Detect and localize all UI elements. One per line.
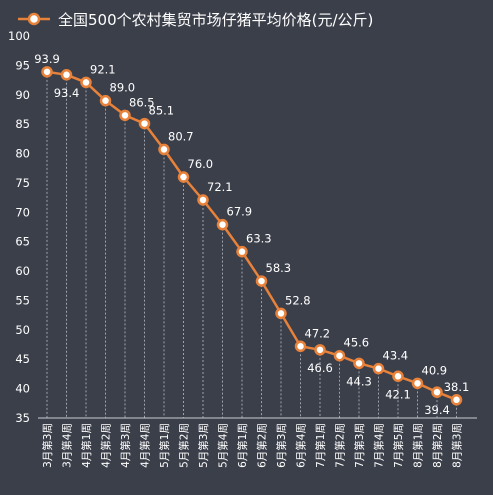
x-tick-label: 6月第1周 bbox=[236, 423, 249, 468]
data-label: 85.1 bbox=[149, 104, 175, 118]
x-tick-label: 4月第2周 bbox=[100, 423, 113, 468]
data-point bbox=[294, 340, 307, 353]
data-point bbox=[138, 117, 151, 130]
y-tick-label: 45 bbox=[15, 352, 30, 366]
data-label: 67.9 bbox=[227, 205, 253, 219]
data-label: 44.3 bbox=[346, 374, 372, 388]
data-label: 92.1 bbox=[90, 62, 116, 76]
data-label: 80.7 bbox=[168, 129, 194, 143]
y-tick-label: 40 bbox=[15, 382, 30, 396]
series-line bbox=[46, 70, 457, 401]
data-point bbox=[353, 357, 365, 370]
x-tick-label: 3月第3周 bbox=[41, 423, 54, 468]
data-label: 40.9 bbox=[422, 363, 448, 377]
data-point bbox=[60, 69, 73, 81]
data-label: 89.0 bbox=[110, 81, 136, 95]
y-tick-label: 35 bbox=[15, 411, 30, 425]
data-point bbox=[392, 370, 404, 383]
x-tick-label: 7月第3周 bbox=[353, 423, 366, 468]
x-tick-label: 7月第4周 bbox=[373, 423, 386, 468]
y-tick-label: 90 bbox=[15, 88, 30, 102]
data-label: 38.1 bbox=[444, 380, 470, 394]
data-point bbox=[236, 245, 248, 258]
data-point bbox=[158, 143, 170, 156]
x-tick-label: 5月第2周 bbox=[178, 423, 191, 468]
data-point bbox=[314, 344, 326, 356]
data-point bbox=[197, 194, 209, 206]
data-label: 45.6 bbox=[344, 336, 370, 350]
data-label: 63.3 bbox=[246, 232, 272, 246]
data-point bbox=[372, 362, 385, 375]
data-label: 76.0 bbox=[188, 157, 214, 171]
data-label: 72.1 bbox=[207, 180, 233, 194]
data-label: 43.4 bbox=[383, 349, 409, 363]
data-label: 47.2 bbox=[305, 326, 331, 340]
data-point bbox=[41, 66, 53, 78]
x-tick-label: 8月第1周 bbox=[412, 423, 425, 468]
data-point bbox=[431, 386, 443, 398]
x-tick-label: 5月第1周 bbox=[158, 423, 171, 468]
x-tick-label: 8月第2周 bbox=[431, 423, 444, 468]
x-tick-label: 7月第5周 bbox=[392, 423, 405, 468]
x-tick-label: 3月第4周 bbox=[61, 423, 74, 468]
y-tick-label: 95 bbox=[15, 58, 30, 72]
data-label: 39.4 bbox=[424, 403, 450, 417]
y-tick-label: 85 bbox=[15, 117, 30, 131]
x-tick-label: 5月第3周 bbox=[197, 423, 210, 468]
data-label: 58.3 bbox=[266, 261, 292, 275]
x-tick-label: 7月第2周 bbox=[334, 423, 347, 468]
data-point bbox=[119, 109, 131, 122]
data-point bbox=[99, 94, 112, 107]
legend-label: 全国500个农村集贸市场仔猪平均价格(元/公斤) bbox=[58, 11, 373, 29]
data-point bbox=[450, 394, 463, 406]
data-label: 93.9 bbox=[34, 52, 60, 66]
data-point bbox=[177, 171, 190, 183]
x-tick-label: 6月第2周 bbox=[256, 423, 269, 468]
data-label: 46.6 bbox=[307, 361, 333, 375]
y-tick-label: 80 bbox=[15, 147, 30, 161]
y-tick-label: 65 bbox=[15, 235, 30, 249]
x-tick-label: 4月第1周 bbox=[80, 423, 93, 468]
y-tick-label: 75 bbox=[15, 176, 30, 190]
y-tick-label: 60 bbox=[15, 264, 30, 278]
y-tick-label: 70 bbox=[15, 205, 30, 219]
data-point bbox=[333, 349, 346, 362]
y-tick-label: 50 bbox=[15, 323, 30, 337]
x-tick-label: 4月第3周 bbox=[119, 423, 132, 468]
data-label: 93.4 bbox=[54, 86, 80, 100]
data-point bbox=[411, 377, 424, 390]
x-tick-label: 4月第4周 bbox=[139, 423, 152, 468]
data-label: 42.1 bbox=[385, 387, 411, 401]
data-point bbox=[255, 275, 268, 287]
data-point bbox=[80, 76, 92, 89]
y-tick-label: 55 bbox=[15, 293, 30, 307]
x-tick-label: 6月第4周 bbox=[295, 423, 308, 468]
y-tick-label: 100 bbox=[8, 29, 30, 43]
data-label: 86.5 bbox=[129, 95, 155, 109]
data-point bbox=[275, 307, 287, 320]
x-tick-label: 8月第3周 bbox=[451, 423, 464, 468]
data-point bbox=[216, 218, 229, 231]
x-tick-label: 6月第3周 bbox=[275, 423, 288, 468]
data-label: 52.8 bbox=[285, 293, 311, 307]
legend-marker bbox=[27, 12, 41, 26]
x-tick-label: 5月第4周 bbox=[217, 423, 230, 468]
x-tick-label: 7月第1周 bbox=[314, 423, 327, 468]
